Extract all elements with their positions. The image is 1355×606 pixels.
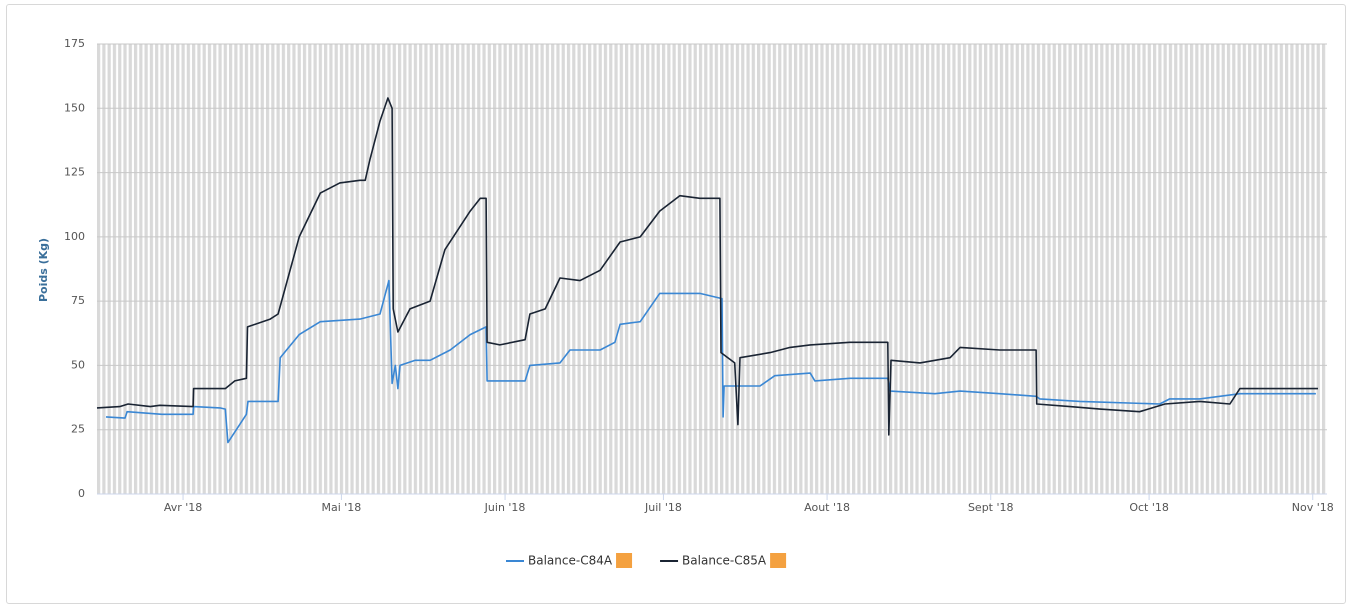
y-tick-label: 100 xyxy=(64,230,85,243)
y-tick-label: 175 xyxy=(64,37,85,50)
x-tick-label: Avr '18 xyxy=(164,501,202,514)
chart-frame xyxy=(6,4,1346,604)
y-tick-label: 0 xyxy=(78,487,85,500)
legend-icon xyxy=(616,553,633,568)
x-tick-label: Juin '18 xyxy=(484,501,526,514)
y-tick-label: 75 xyxy=(71,294,85,307)
legend-icon xyxy=(770,553,787,568)
x-tick-label: Aout '18 xyxy=(804,501,850,514)
x-tick-label: Oct '18 xyxy=(1129,501,1169,514)
x-tick-label: Juil '18 xyxy=(644,501,682,514)
series-line xyxy=(96,97,1318,436)
x-tick-label: Sept '18 xyxy=(968,501,1014,514)
y-tick-label: 50 xyxy=(71,358,85,371)
x-tick-label: Mai '18 xyxy=(322,501,362,514)
x-tick-label: Nov '18 xyxy=(1292,501,1334,514)
y-tick-label: 25 xyxy=(71,423,85,436)
y-tick-label: 125 xyxy=(64,166,85,179)
series-line xyxy=(105,279,1316,444)
y-axis-label: Poids (Kg) xyxy=(37,238,50,302)
plot-background xyxy=(97,44,1327,494)
y-tick-label: 150 xyxy=(64,101,85,114)
legend-label: Balance-C85A xyxy=(682,554,767,568)
legend-label: Balance-C84A xyxy=(528,554,613,568)
